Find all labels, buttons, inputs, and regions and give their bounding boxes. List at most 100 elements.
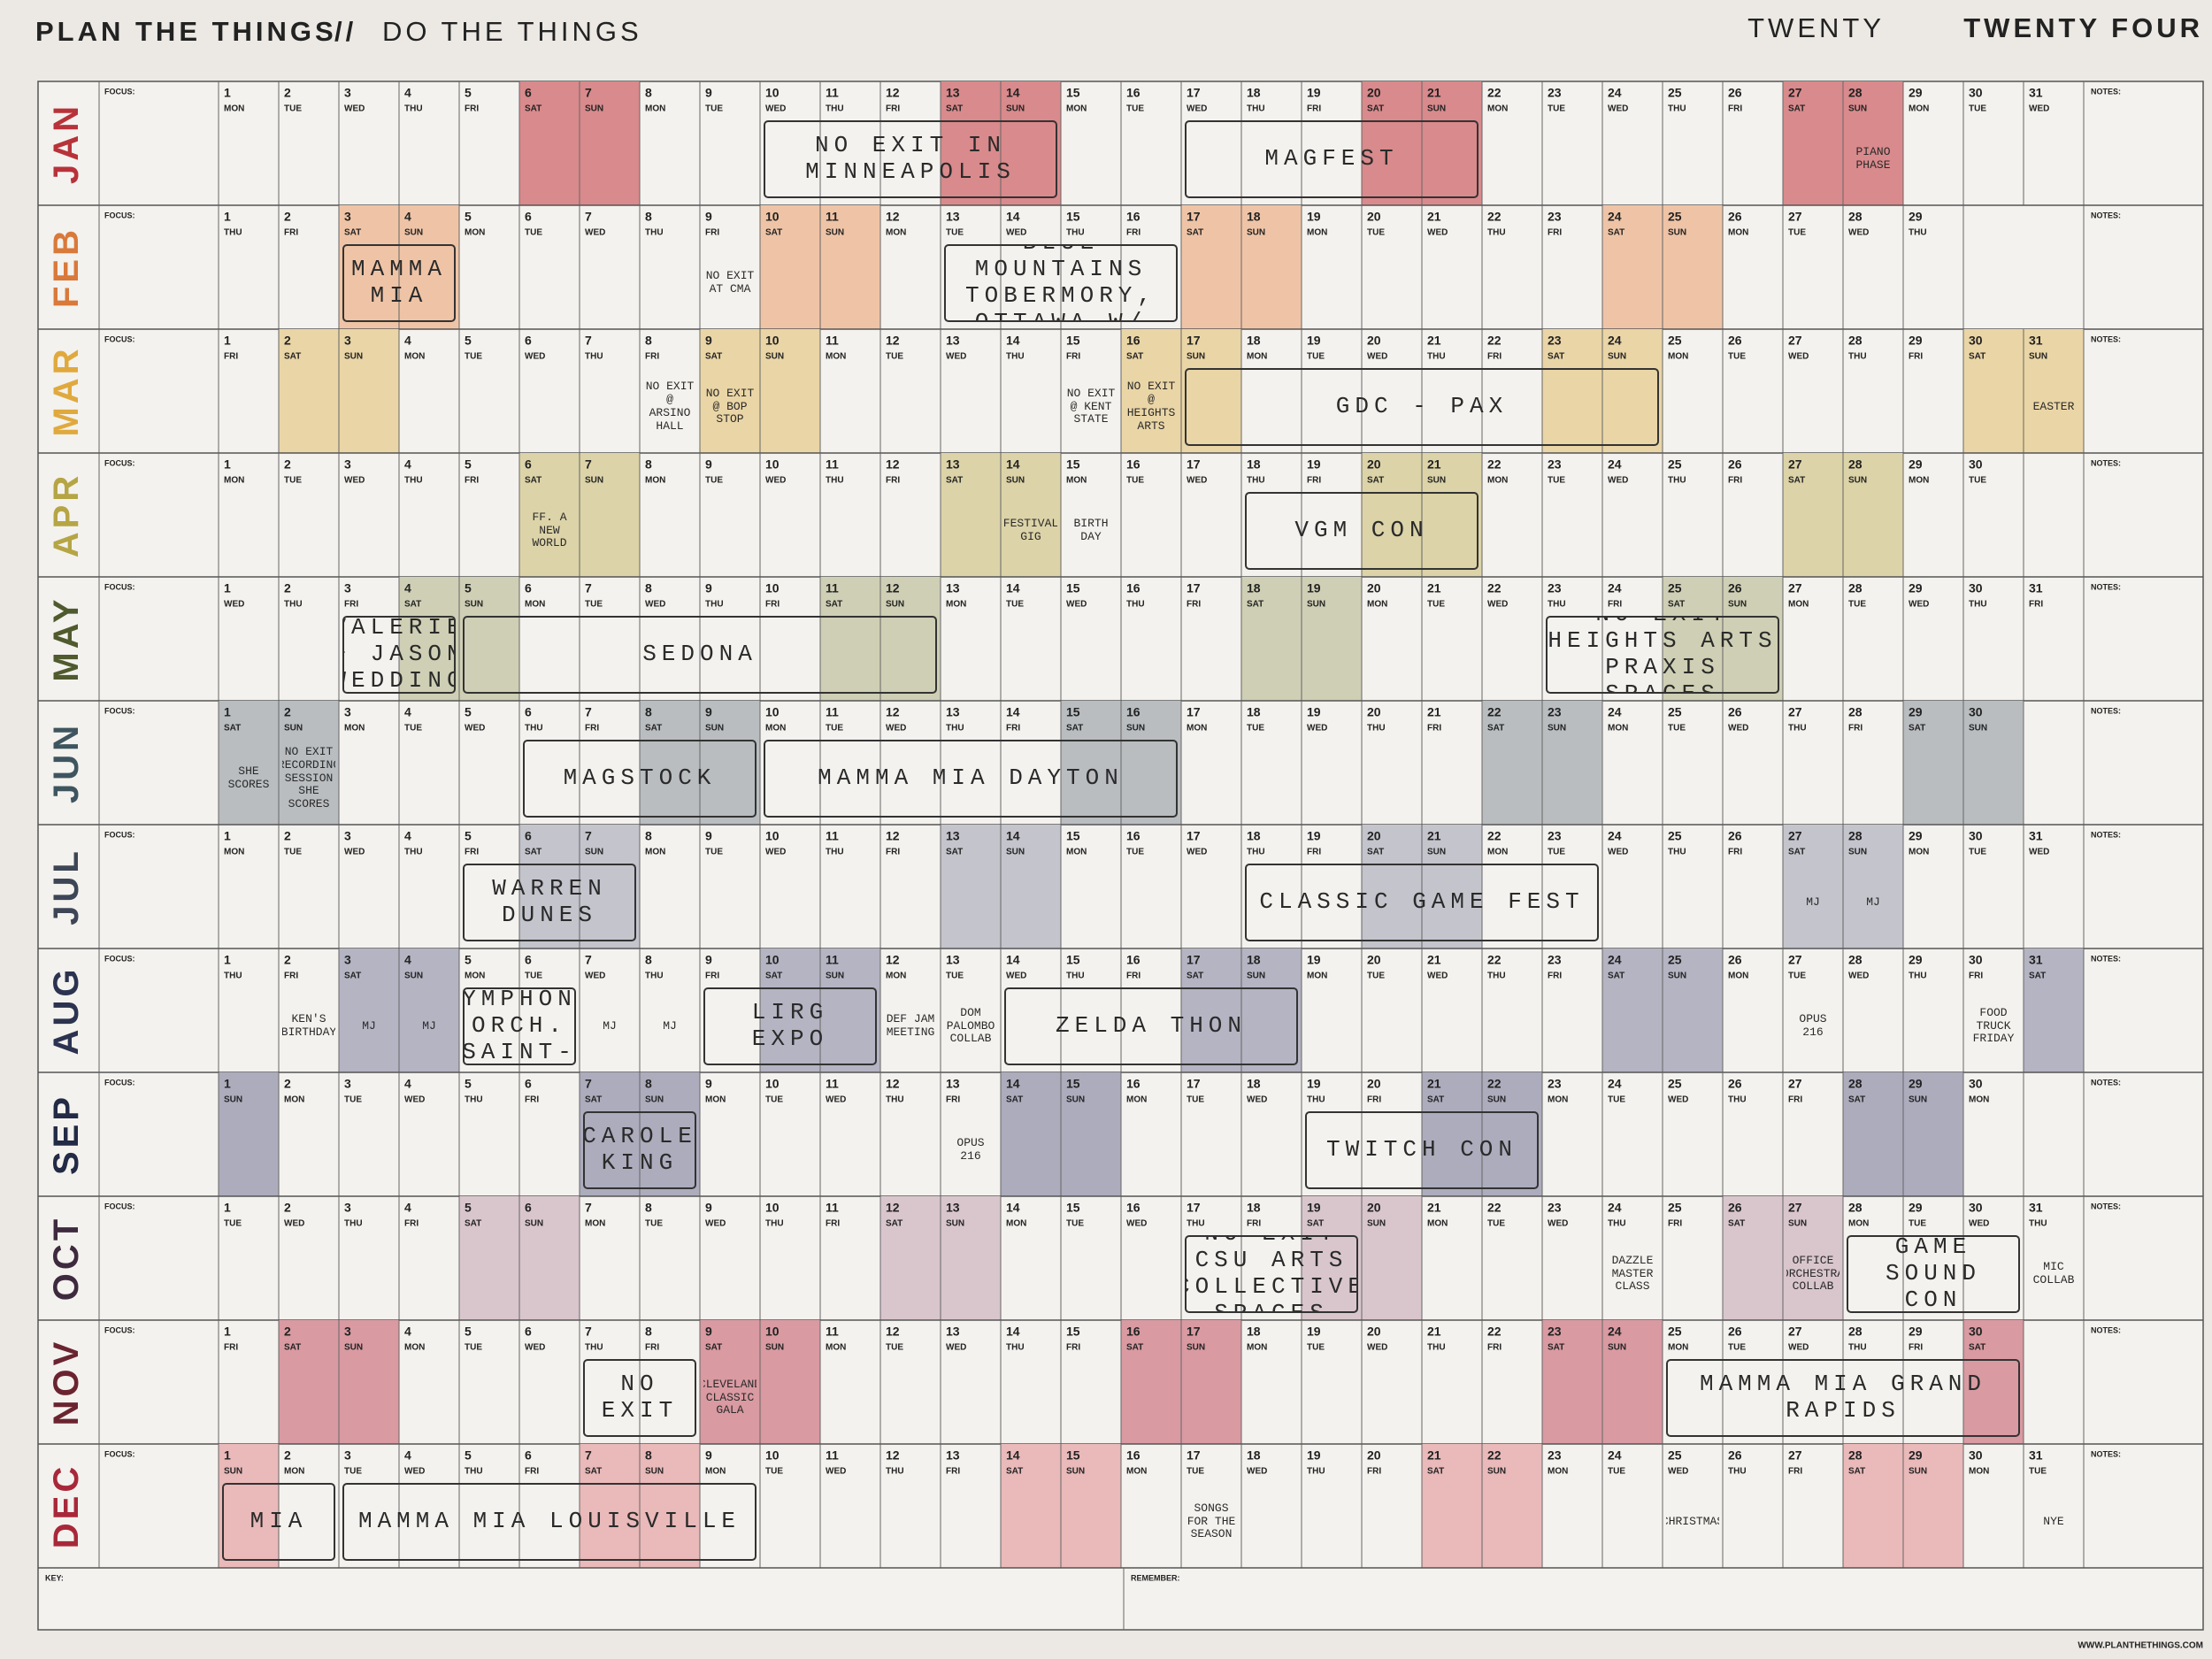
- day-number: 6: [525, 1325, 532, 1339]
- weekday: TUE: [1247, 724, 1264, 733]
- weekday: FRI: [585, 724, 599, 733]
- day-number: 19: [1307, 581, 1321, 595]
- weekend-shade: [1061, 1444, 1121, 1568]
- weekday: SAT: [1066, 724, 1083, 733]
- weekday: SAT: [344, 228, 361, 238]
- handwritten-note: CAROLE KING: [583, 1111, 696, 1189]
- weekday: MON: [886, 228, 906, 238]
- handwritten-note: MJ: [422, 1018, 436, 1033]
- month-label: SEP: [47, 1094, 86, 1175]
- day-number: 18: [1247, 210, 1261, 224]
- day-number: 9: [705, 1077, 712, 1091]
- day-number: 11: [826, 86, 839, 100]
- day-number: 14: [1006, 581, 1020, 595]
- weekday: SUN: [525, 1219, 543, 1229]
- weekday: WED: [1668, 1095, 1688, 1105]
- weekday: FRI: [465, 848, 479, 857]
- weekday: SUN: [1427, 476, 1446, 486]
- day-number: 17: [1187, 86, 1201, 100]
- weekday: WED: [1367, 1343, 1387, 1353]
- weekend-shade: [1602, 329, 1663, 453]
- notes-label: NOTES:: [2091, 1325, 2121, 1334]
- focus-label: FOCUS:: [104, 334, 135, 343]
- weekday: WED: [525, 1343, 545, 1353]
- day-number: 27: [1788, 1201, 1802, 1215]
- weekday: SUN: [705, 724, 724, 733]
- weekday: THU: [1066, 972, 1085, 981]
- weekday: FRI: [1608, 600, 1622, 610]
- day-number: 18: [1247, 705, 1261, 719]
- day-number: 3: [344, 1201, 351, 1215]
- day-number: 8: [645, 1325, 652, 1339]
- day-number: 30: [1969, 1077, 1983, 1091]
- focus-label: FOCUS:: [104, 1202, 135, 1210]
- day-number: 30: [1969, 334, 1983, 348]
- handwritten-note: FESTIVAL GIG: [1004, 517, 1057, 543]
- day-number: 10: [765, 1325, 780, 1339]
- weekend-shade: [1001, 81, 1061, 205]
- weekend-shade: [880, 577, 941, 701]
- day-number: 21: [1427, 86, 1441, 100]
- weekday: SAT: [1548, 352, 1564, 362]
- day-number: 31: [2029, 86, 2043, 100]
- day-number: 29: [1909, 953, 1923, 967]
- weekend-shade: [1542, 701, 1602, 825]
- focus-label: FOCUS:: [104, 87, 135, 96]
- weekday: SAT: [1909, 724, 1925, 733]
- weekday: FRI: [1728, 476, 1742, 486]
- handwritten-note: MJ: [1806, 895, 1820, 909]
- weekday: SAT: [1427, 1467, 1444, 1477]
- day-number: 5: [465, 210, 472, 224]
- day-number: 10: [765, 334, 780, 348]
- weekend-shade: [1181, 329, 1241, 453]
- day-number: 9: [705, 1201, 712, 1215]
- notes-label: NOTES:: [2091, 954, 2121, 963]
- day-number: 12: [886, 1201, 900, 1215]
- day-number: 18: [1247, 1325, 1261, 1339]
- weekday: THU: [1969, 600, 1987, 610]
- day-number: 27: [1788, 1448, 1802, 1463]
- notes-label: NOTES:: [2091, 706, 2121, 715]
- weekday: FRI: [1909, 1343, 1923, 1353]
- handwritten-note: MAMMA MIA GRAND RAPIDS: [1666, 1359, 2020, 1437]
- month-label: OCT: [47, 1216, 86, 1301]
- weekday: WED: [1608, 476, 1628, 486]
- day-number: 4: [404, 457, 411, 472]
- weekday: MON: [1006, 1219, 1026, 1229]
- weekend-shade: [1121, 701, 1181, 825]
- weekday: TUE: [1548, 848, 1565, 857]
- weekday: MON: [465, 228, 485, 238]
- weekday: TUE: [344, 1467, 362, 1477]
- day-number: 19: [1307, 334, 1321, 348]
- day-number: 9: [705, 210, 712, 224]
- day-number: 22: [1487, 334, 1502, 348]
- weekday: THU: [224, 228, 242, 238]
- weekday: TUE: [284, 848, 302, 857]
- weekday: FRI: [344, 600, 358, 610]
- weekday: MON: [1307, 972, 1327, 981]
- weekend-shade: [1482, 701, 1542, 825]
- weekend-shade: [2024, 329, 2084, 453]
- day-number: 26: [1728, 334, 1742, 348]
- weekend-shade: [640, 1072, 700, 1196]
- handwritten-note: CLEVELAND CLASSIC GALA: [703, 1377, 757, 1417]
- day-number: 22: [1487, 829, 1502, 843]
- weekday: TUE: [1427, 600, 1445, 610]
- day-number: 10: [765, 86, 780, 100]
- weekday: SUN: [1608, 1343, 1626, 1353]
- weekday: SUN: [1728, 600, 1747, 610]
- weekday: WED: [1487, 600, 1508, 610]
- handwritten-note: ZELDA THON: [1004, 987, 1298, 1065]
- day-number: 7: [585, 1325, 592, 1339]
- month-label: JAN: [47, 103, 86, 184]
- weekday: TUE: [886, 1343, 903, 1353]
- weekend-shade: [399, 577, 459, 701]
- day-number: 21: [1427, 334, 1441, 348]
- day-number: 5: [465, 1077, 472, 1091]
- day-number: 1: [224, 457, 231, 472]
- handwritten-note: OFFICE ORCHESTRA COLLAB: [1786, 1253, 1839, 1294]
- day-number: 6: [525, 1201, 532, 1215]
- day-number: 15: [1066, 953, 1080, 967]
- weekday: MON: [224, 848, 244, 857]
